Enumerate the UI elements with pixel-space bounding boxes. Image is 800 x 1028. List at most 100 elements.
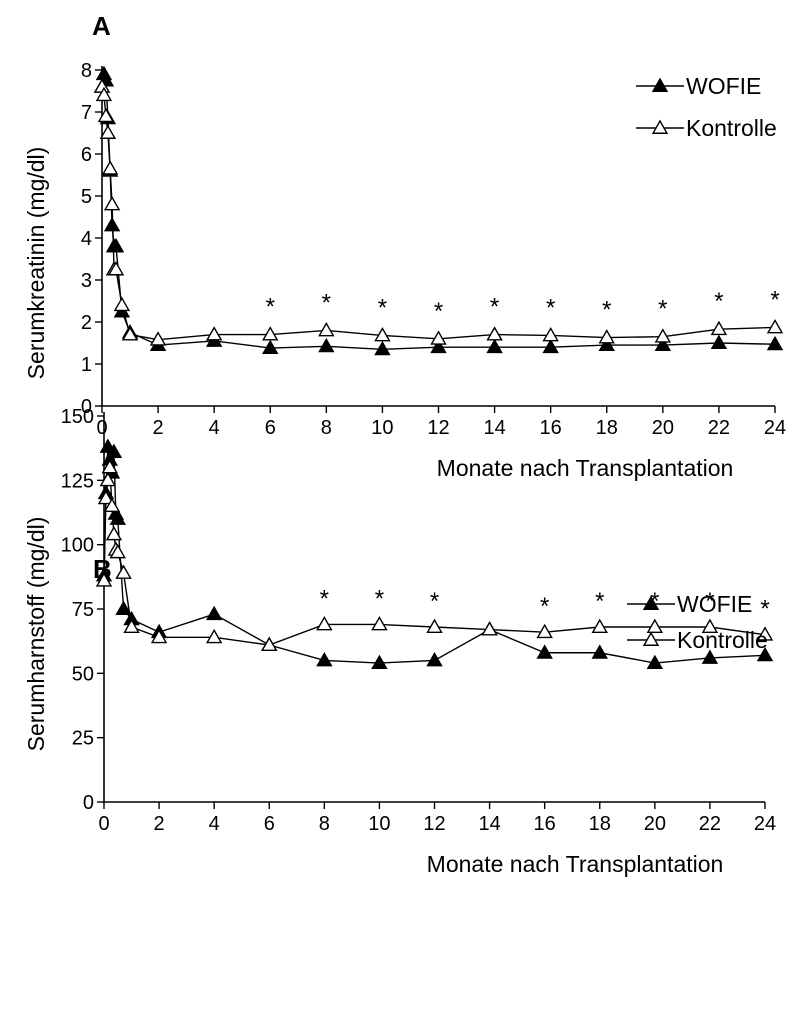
y-tick-label: 3 (81, 270, 92, 292)
data-point (95, 86, 113, 102)
significance-star: * (770, 286, 779, 313)
panel-letter: A (92, 11, 111, 41)
x-tick-label: 4 (209, 417, 220, 439)
y-tick-label: 2 (81, 312, 92, 334)
y-tick-label: 1 (81, 354, 92, 376)
legend: WOFIE Kontrolle (636, 73, 777, 141)
y-tick-label: 8 (81, 60, 92, 82)
data-point (109, 510, 126, 525)
data-point (591, 618, 608, 633)
legend-marker (651, 119, 669, 134)
data-point (654, 336, 672, 352)
legend-label: WOFIE (677, 591, 752, 617)
y-tick-label: 75 (72, 599, 94, 621)
data-point (205, 628, 223, 644)
data-point (486, 338, 503, 354)
data-point (598, 336, 615, 352)
legend: WOFIE Kontrolle (627, 591, 768, 653)
significance-star: * (760, 596, 769, 623)
significance-star: * (546, 294, 555, 321)
x-tick-label: 12 (427, 417, 449, 439)
x-tick-label: 24 (754, 813, 776, 835)
data-point (105, 525, 123, 541)
legend-label: Kontrolle (677, 627, 768, 653)
data-point (486, 326, 503, 341)
x-tick-label: 6 (264, 813, 275, 835)
data-point (316, 652, 333, 667)
significance-star: * (490, 294, 499, 321)
data-point (115, 600, 132, 615)
y-tick-label: 6 (81, 144, 92, 166)
y-tick-label: 100 (61, 535, 94, 557)
data-point (107, 261, 125, 276)
data-point (121, 326, 139, 341)
data-point (646, 618, 664, 633)
x-axis-label: Monate nach Transplantation (427, 851, 724, 877)
y-tick-label: 0 (83, 792, 94, 814)
data-point (103, 195, 121, 211)
significance-star: * (266, 294, 275, 321)
data-point (105, 443, 123, 458)
series-line (103, 467, 766, 646)
data-point (430, 330, 447, 345)
y-axis-label: Serumkreatinin (mg/dl) (23, 147, 49, 380)
y-tick-label: 150 (61, 406, 94, 428)
x-tick-label: 0 (96, 417, 107, 439)
data-point (107, 237, 125, 253)
data-point (481, 621, 498, 636)
significance-star: * (650, 588, 659, 615)
data-point (430, 338, 447, 354)
x-tick-label: 10 (371, 417, 393, 439)
data-point (701, 649, 719, 664)
x-tick-label: 8 (321, 417, 332, 439)
x-tick-label: 16 (540, 417, 562, 439)
data-point (426, 618, 443, 633)
x-tick-label: 18 (589, 813, 611, 835)
data-point (261, 636, 278, 651)
data-point (591, 644, 608, 659)
data-point (123, 618, 140, 633)
significance-star: * (714, 288, 723, 315)
legend-label: WOFIE (686, 73, 761, 99)
x-tick-label: 2 (154, 813, 165, 835)
x-tick-label: 16 (534, 813, 556, 835)
data-point (316, 616, 333, 631)
data-point (95, 572, 113, 587)
y-tick-label: 125 (61, 470, 94, 492)
x-tick-label: 10 (368, 813, 390, 835)
data-point (318, 337, 335, 353)
data-point (374, 327, 391, 342)
x-tick-label: 20 (652, 417, 674, 439)
x-tick-label: 20 (644, 813, 666, 835)
significance-star: * (705, 588, 714, 615)
data-point (113, 296, 131, 312)
data-point (371, 616, 388, 631)
data-point (109, 543, 126, 559)
significance-star: * (320, 585, 329, 612)
data-point (756, 646, 774, 662)
data-point (426, 652, 443, 667)
x-tick-label: 8 (319, 813, 330, 835)
data-point (205, 605, 223, 621)
y-axis-label: Serumharnstoff (mg/dl) (23, 517, 49, 752)
x-tick-label: 14 (478, 813, 500, 835)
series-kontrolle (93, 78, 784, 346)
y-tick-label: 25 (72, 728, 94, 750)
data-point (766, 335, 784, 351)
data-point (99, 124, 117, 139)
significance-star: * (658, 296, 667, 323)
x-tick-label: 22 (708, 417, 730, 439)
legend-label: Kontrolle (686, 115, 777, 141)
x-tick-label: 12 (423, 813, 445, 835)
data-point (701, 618, 719, 633)
data-point (262, 339, 279, 354)
legend-marker (651, 77, 669, 92)
x-tick-label: 18 (596, 417, 618, 439)
x-tick-label: 4 (209, 813, 220, 835)
data-point (97, 489, 115, 505)
significance-star: * (322, 289, 331, 316)
data-point (318, 321, 335, 337)
